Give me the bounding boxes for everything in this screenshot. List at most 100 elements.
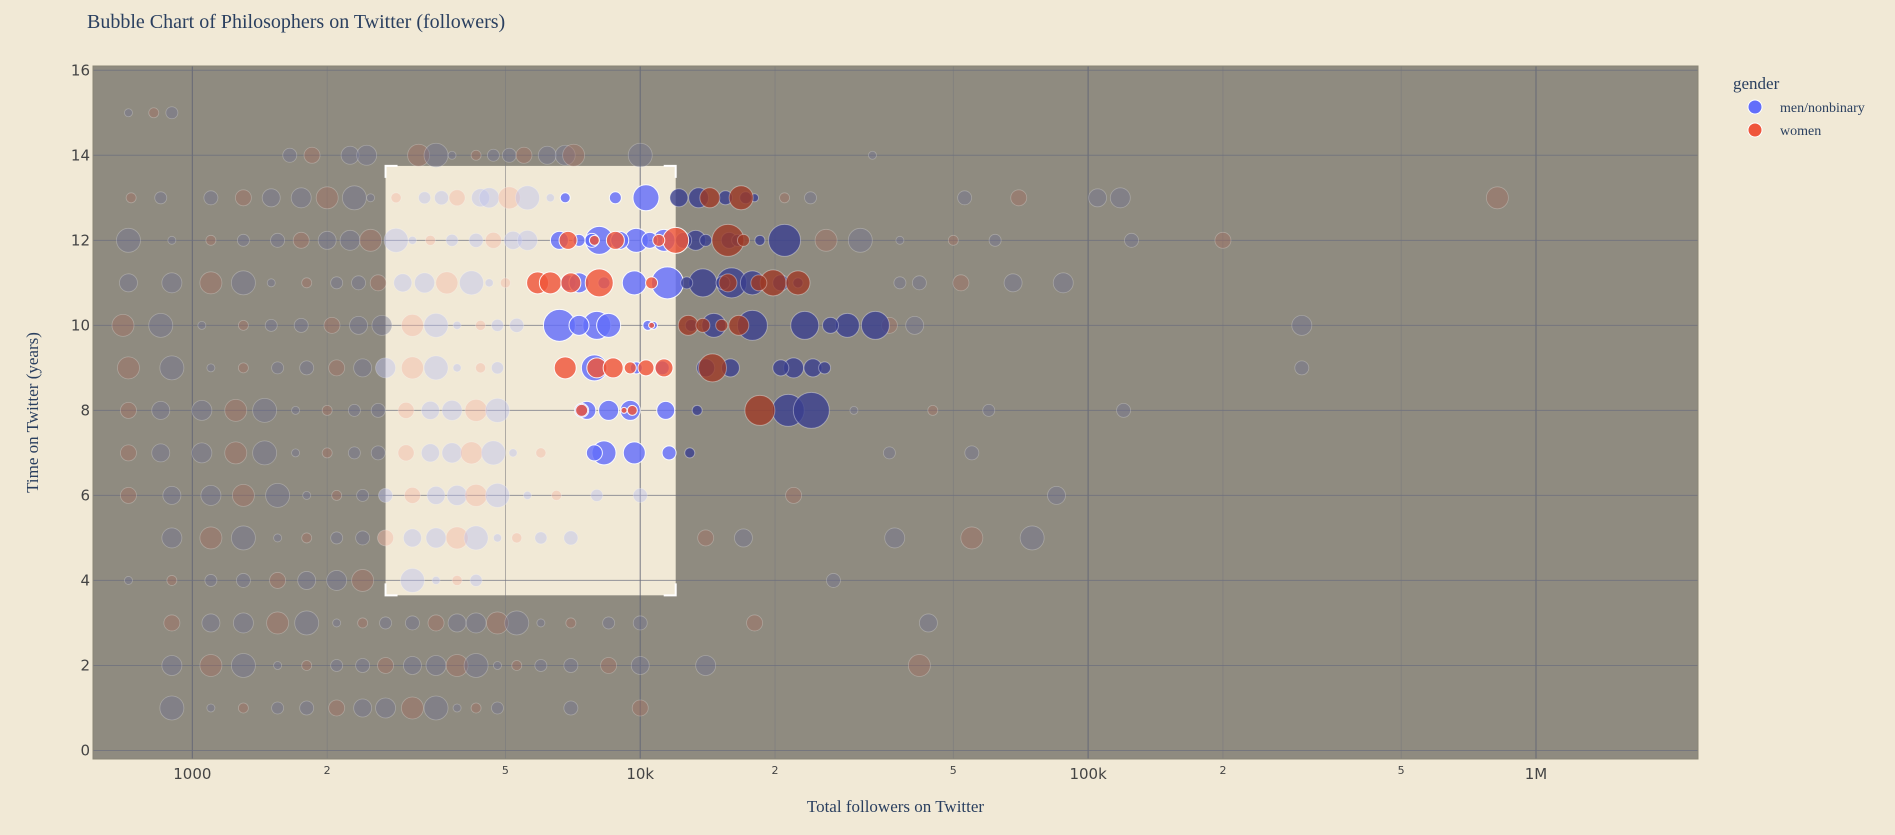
bubble-faint[interactable] — [357, 617, 369, 629]
bubble-faint[interactable] — [371, 314, 393, 336]
bubble-faint[interactable] — [301, 277, 313, 289]
bubble-faint[interactable] — [355, 658, 371, 673]
bubble-men-nonbinary[interactable] — [754, 234, 766, 246]
bubble-faint[interactable] — [356, 489, 370, 502]
bubble-faint[interactable] — [200, 485, 222, 506]
bubble-faint[interactable] — [448, 189, 466, 207]
bubble-faint[interactable] — [323, 316, 341, 334]
bubble-faint[interactable] — [460, 441, 483, 465]
bubble-faint[interactable] — [484, 231, 502, 249]
bubble-men-nonbinary[interactable] — [772, 359, 790, 377]
bubble-faint[interactable] — [294, 610, 320, 636]
bubble-women[interactable] — [623, 361, 637, 375]
bubble-faint[interactable] — [165, 106, 179, 120]
bubble-faint[interactable] — [562, 143, 586, 167]
bubble-faint[interactable] — [161, 527, 183, 549]
bubble-faint[interactable] — [230, 270, 256, 296]
bubble-faint[interactable] — [111, 313, 135, 337]
bubble-faint[interactable] — [270, 232, 286, 248]
bubble-faint[interactable] — [446, 485, 468, 506]
bubble-men-nonbinary[interactable] — [860, 310, 890, 340]
bubble-faint[interactable] — [504, 610, 530, 636]
bubble-faint[interactable] — [124, 576, 133, 585]
selection-brackets[interactable] — [384, 164, 677, 597]
bubble-faint[interactable] — [390, 192, 402, 204]
bubble-faint[interactable] — [895, 235, 905, 245]
bubble-faint[interactable] — [166, 575, 178, 586]
bubble-faint[interactable] — [486, 611, 509, 635]
bubble-faint[interactable] — [404, 487, 421, 504]
bubble-faint[interactable] — [424, 234, 436, 246]
bubble-women[interactable] — [728, 314, 750, 336]
bubble-faint[interactable] — [291, 405, 300, 415]
bubble-faint[interactable] — [1214, 231, 1232, 249]
bubble-faint[interactable] — [378, 488, 393, 503]
bubble-faint[interactable] — [418, 191, 431, 205]
bubble-faint[interactable] — [960, 526, 984, 550]
bubble-faint[interactable] — [397, 401, 415, 419]
bubble-faint[interactable] — [125, 192, 137, 204]
bubble-men-nonbinary[interactable] — [585, 444, 603, 462]
bubble-faint[interactable] — [463, 525, 489, 551]
bubble-faint[interactable] — [266, 278, 276, 288]
bubble-faint[interactable] — [452, 363, 462, 373]
bubble-faint[interactable] — [515, 185, 540, 211]
bubble-faint[interactable] — [982, 403, 996, 417]
bubble-faint[interactable] — [199, 526, 223, 550]
bubble-faint[interactable] — [237, 319, 249, 331]
bubble-faint[interactable] — [347, 403, 361, 417]
bubble-faint[interactable] — [988, 233, 1002, 247]
bubble-faint[interactable] — [491, 361, 504, 375]
bubble-faint[interactable] — [407, 143, 431, 167]
bubble-faint[interactable] — [952, 274, 970, 292]
bubble-men-nonbinary[interactable] — [691, 404, 703, 416]
bubble-faint[interactable] — [351, 569, 375, 592]
bubble-faint[interactable] — [159, 695, 185, 721]
bubble-faint[interactable] — [393, 273, 413, 293]
bubble-faint[interactable] — [537, 145, 557, 165]
bubble-faint[interactable] — [235, 573, 251, 588]
bubble-faint[interactable] — [435, 271, 459, 295]
bubble-faint[interactable] — [252, 397, 278, 423]
bubble-faint[interactable] — [868, 150, 877, 160]
bubble-faint[interactable] — [271, 701, 285, 715]
bubble-faint[interactable] — [403, 656, 422, 675]
bubble-faint[interactable] — [465, 612, 487, 634]
bubble-faint[interactable] — [814, 228, 838, 252]
bubble-faint[interactable] — [349, 315, 368, 335]
bubble-faint[interactable] — [423, 695, 449, 721]
bubble-women[interactable] — [718, 273, 738, 293]
bubble-faint[interactable] — [206, 703, 216, 713]
bubble-faint[interactable] — [328, 359, 346, 377]
bubble-faint[interactable] — [464, 398, 488, 422]
bubble-faint[interactable] — [779, 192, 790, 204]
bubble-faint[interactable] — [423, 142, 449, 168]
bubble-faint[interactable] — [565, 617, 577, 629]
bubble-men-nonbinary[interactable] — [608, 191, 622, 205]
bubble-women[interactable] — [602, 357, 624, 379]
bubble-faint[interactable] — [383, 227, 409, 253]
bubble-women[interactable] — [645, 276, 659, 290]
bubble-faint[interactable] — [452, 703, 462, 713]
bubble-faint[interactable] — [154, 191, 168, 205]
bubble-faint[interactable] — [355, 530, 371, 546]
bubble-faint[interactable] — [563, 658, 579, 673]
bubble-women[interactable] — [736, 233, 750, 247]
bubble-faint[interactable] — [441, 442, 463, 464]
bubble-women[interactable] — [744, 394, 776, 426]
bubble-faint[interactable] — [501, 147, 517, 163]
bubble-faint[interactable] — [301, 660, 313, 671]
bubble-faint[interactable] — [452, 320, 462, 330]
bubble-faint[interactable] — [265, 483, 291, 508]
bubble-faint[interactable] — [695, 655, 717, 676]
bubble-faint[interactable] — [536, 618, 546, 628]
bubble-men-nonbinary[interactable] — [680, 276, 694, 290]
bubble-faint[interactable] — [236, 233, 250, 247]
bubble-faint[interactable] — [401, 313, 424, 337]
bubble-men-nonbinary[interactable] — [669, 188, 689, 208]
bubble-faint[interactable] — [1116, 402, 1131, 418]
bubble-faint[interactable] — [425, 655, 447, 676]
bubble-faint[interactable] — [191, 442, 213, 464]
bubble-faint[interactable] — [401, 356, 424, 380]
